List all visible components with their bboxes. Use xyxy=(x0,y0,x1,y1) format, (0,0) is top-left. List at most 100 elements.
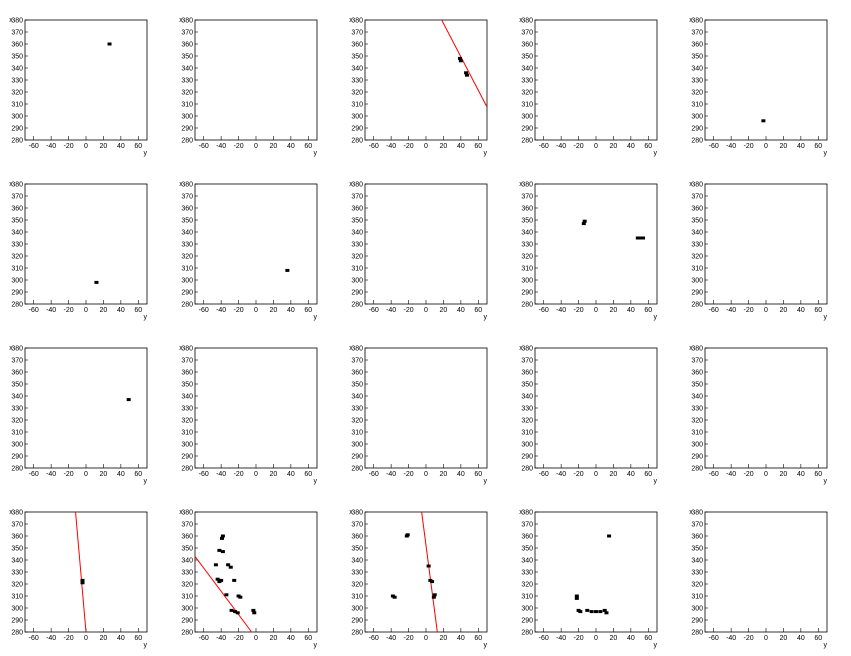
y-tick-label: 340 xyxy=(181,558,193,565)
y-tick-label: 340 xyxy=(691,394,703,401)
x-tick-label: 60 xyxy=(134,143,142,150)
frame xyxy=(194,183,318,305)
point xyxy=(285,268,290,272)
y-tick-label: 350 xyxy=(521,382,533,389)
x-tick-label: -60 xyxy=(539,307,549,314)
y-tick-label: 300 xyxy=(181,278,193,285)
x-tick-label: -60 xyxy=(29,635,39,642)
y-tick-label: 320 xyxy=(691,90,703,97)
x-tick-label: 40 xyxy=(797,635,805,642)
y-tick-label: 300 xyxy=(691,114,703,121)
y-tick-label: 360 xyxy=(11,370,23,377)
point xyxy=(217,580,222,584)
y-tick-label: 280 xyxy=(351,138,363,145)
frame xyxy=(364,183,488,305)
y-tick-label: 350 xyxy=(691,546,703,553)
y-tick-label: 370 xyxy=(521,522,533,529)
x-tick-label: -60 xyxy=(709,143,719,150)
y-tick-label: 340 xyxy=(11,230,23,237)
x-tick-label: -20 xyxy=(404,143,414,150)
y-tick-label: 340 xyxy=(521,66,533,73)
x-axis-label: y xyxy=(484,150,488,157)
y-tick-label: 310 xyxy=(11,102,23,109)
point xyxy=(578,610,583,614)
x-tick-label: -40 xyxy=(556,635,566,642)
point xyxy=(94,280,99,284)
y-tick-label: 310 xyxy=(691,266,703,273)
x-tick-label: 0 xyxy=(84,635,88,642)
x-tick-label: 20 xyxy=(100,307,108,314)
frame xyxy=(534,183,658,305)
x-tick-label: -60 xyxy=(29,307,39,314)
panel: -60 -40 -20 0 20 40 60 280 290 300 310 320 330 340 350… xyxy=(349,345,487,485)
y-tick-label: 280 xyxy=(11,630,23,637)
y-tick-label: 310 xyxy=(691,594,703,601)
y-tick-label: 330 xyxy=(691,570,703,577)
x-axis-label: y xyxy=(144,642,148,649)
x-tick-label: 60 xyxy=(134,635,142,642)
y-tick-label: 320 xyxy=(351,418,363,425)
x-tick-label: 0 xyxy=(424,471,428,478)
x-tick-label: -20 xyxy=(574,635,584,642)
point xyxy=(426,564,431,568)
x-tick-label: -60 xyxy=(199,471,209,478)
y-tick-label: 290 xyxy=(11,126,23,133)
y-tick-label: 350 xyxy=(521,546,533,553)
point xyxy=(582,219,587,223)
y-tick-label: 310 xyxy=(351,266,363,273)
x-tick-label: 40 xyxy=(457,143,465,150)
y-tick-label: 280 xyxy=(691,138,703,145)
x-tick-label: 60 xyxy=(474,471,482,478)
y-tick-label: 330 xyxy=(351,78,363,85)
y-axis-label: x xyxy=(9,181,13,188)
x-tick-label: 20 xyxy=(780,635,788,642)
y-tick-label: 370 xyxy=(351,30,363,37)
y-tick-label: 290 xyxy=(351,618,363,625)
y-tick-label: 300 xyxy=(691,278,703,285)
y-tick-label: 370 xyxy=(691,522,703,529)
point xyxy=(431,595,436,599)
x-tick-label: 60 xyxy=(474,635,482,642)
panel: -60 -40 -20 0 20 40 60 280 290 300 310 320 330 340 350… xyxy=(689,17,827,157)
y-tick-label: 350 xyxy=(691,218,703,225)
y-tick-label: 290 xyxy=(181,126,193,133)
point xyxy=(392,595,397,599)
frame xyxy=(194,19,318,141)
point xyxy=(252,611,257,615)
y-tick-label: 310 xyxy=(181,430,193,437)
x-tick-label: 0 xyxy=(84,471,88,478)
y-tick-label: 360 xyxy=(11,42,23,49)
point xyxy=(574,596,579,600)
x-tick-label: -20 xyxy=(64,471,74,478)
x-tick-label: -60 xyxy=(539,143,549,150)
x-tick-label: -20 xyxy=(744,635,754,642)
x-tick-label: 20 xyxy=(610,635,618,642)
y-tick-label: 360 xyxy=(351,206,363,213)
fit-line xyxy=(75,512,87,632)
point xyxy=(80,581,85,585)
point xyxy=(126,398,131,402)
panel: -60 -40 -20 0 20 40 60 280 290 300 310 320 330 340 350… xyxy=(9,181,147,321)
y-tick-label: 350 xyxy=(351,218,363,225)
x-tick-label: 0 xyxy=(764,143,768,150)
point xyxy=(220,534,225,538)
point xyxy=(213,563,218,567)
x-tick-label: 20 xyxy=(100,143,108,150)
y-tick-label: 360 xyxy=(351,42,363,49)
y-tick-label: 380 xyxy=(181,346,193,353)
x-tick-label: 40 xyxy=(797,307,805,314)
x-tick-label: 0 xyxy=(254,307,258,314)
x-tick-label: 40 xyxy=(457,471,465,478)
x-tick-label: 40 xyxy=(797,471,805,478)
y-tick-label: 340 xyxy=(691,558,703,565)
y-tick-label: 310 xyxy=(11,594,23,601)
x-tick-label: 0 xyxy=(424,307,428,314)
x-tick-label: 60 xyxy=(644,307,652,314)
y-tick-label: 340 xyxy=(521,394,533,401)
x-axis-label: y xyxy=(144,150,148,157)
x-tick-label: 60 xyxy=(474,143,482,150)
x-tick-label: 20 xyxy=(440,635,448,642)
x-tick-label: -60 xyxy=(29,471,39,478)
point xyxy=(226,563,231,567)
y-tick-label: 290 xyxy=(521,618,533,625)
